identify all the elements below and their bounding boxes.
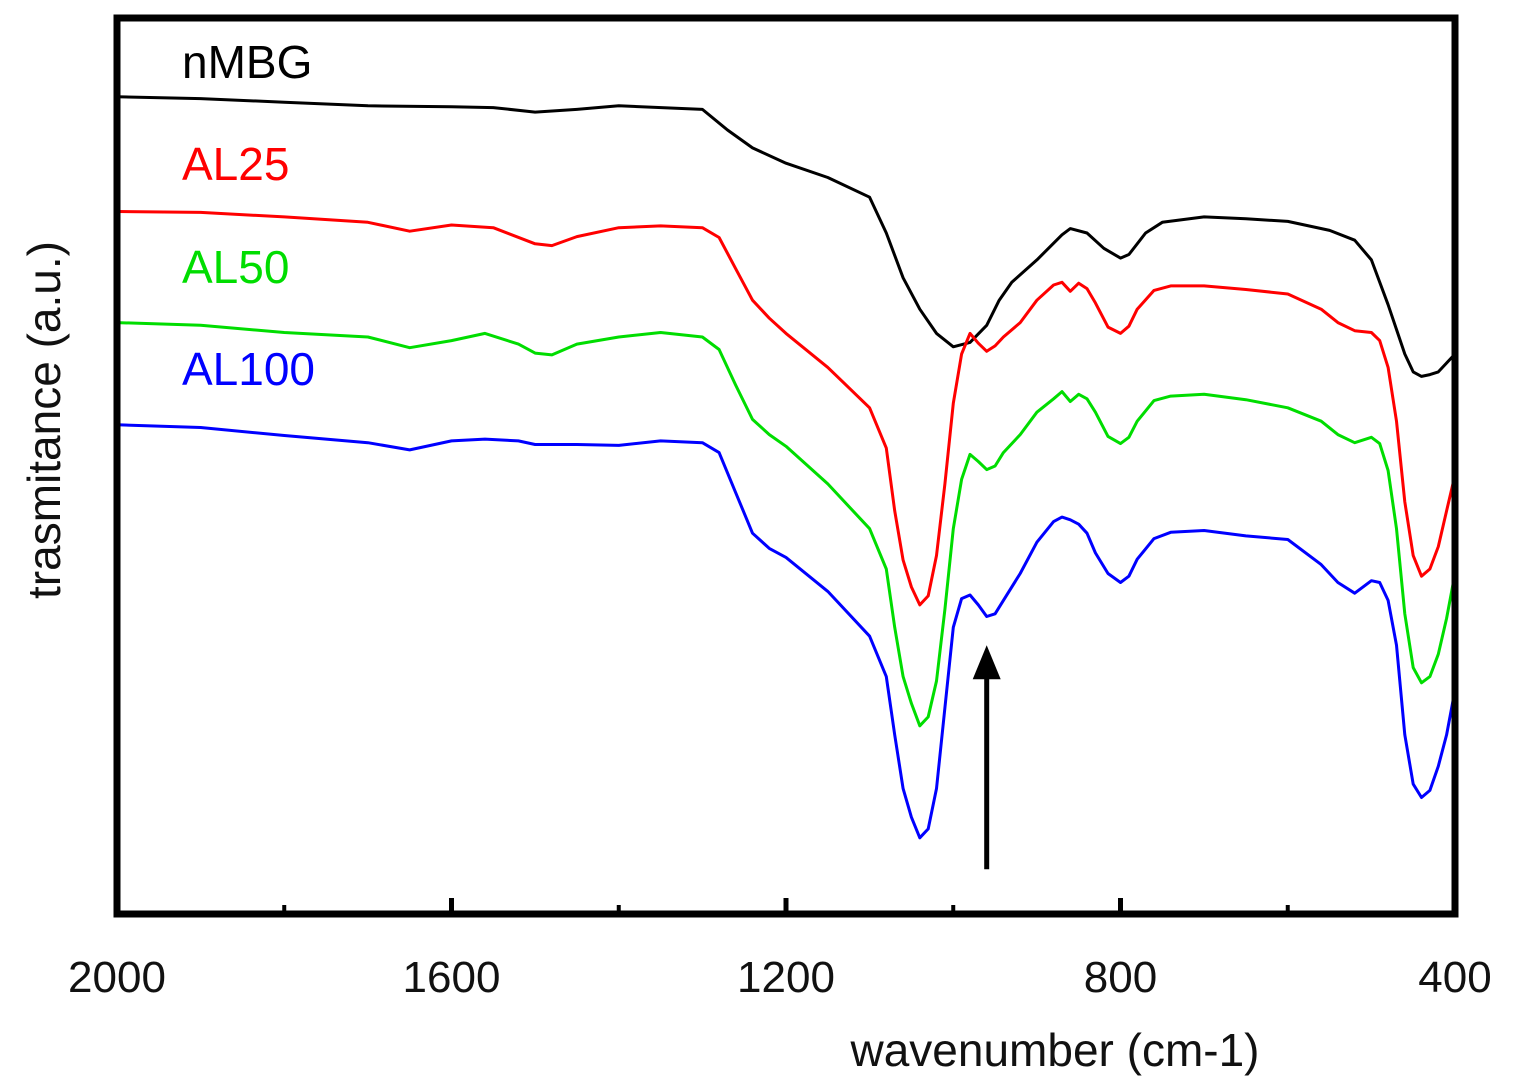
legend-entry-al25: AL25 — [182, 138, 289, 190]
x-axis-label: wavenumber (cm-1) — [850, 1024, 1260, 1076]
legend-entry-al100: AL100 — [182, 343, 315, 395]
x-tick-label: 400 — [1418, 953, 1491, 1002]
legend: nMBG AL25 AL50 AL100 — [182, 36, 315, 395]
x-tick-label: 2000 — [68, 953, 166, 1002]
series-line-al25 — [115, 210, 1457, 607]
series-group — [115, 95, 1457, 840]
annotation-arrow — [972, 645, 1001, 870]
plot-area-background — [117, 18, 1455, 914]
arrow-head — [972, 645, 1001, 680]
x-tick-label: 1200 — [737, 953, 835, 1002]
series-line-nmbg — [115, 95, 1457, 378]
x-tick-label: 1600 — [403, 953, 501, 1002]
series-line-al50 — [115, 321, 1457, 728]
x-tick-label: 800 — [1084, 953, 1157, 1002]
legend-entry-al50: AL50 — [182, 241, 289, 293]
series-line-al100 — [115, 423, 1457, 840]
x-axis-tick-labels: 2000 1600 1200 800 400 — [68, 953, 1492, 1002]
legend-entry-nmbg: nMBG — [182, 36, 312, 88]
y-axis-label: trasmitance (a.u.) — [18, 241, 70, 599]
x-axis-ticks — [114, 898, 1458, 914]
